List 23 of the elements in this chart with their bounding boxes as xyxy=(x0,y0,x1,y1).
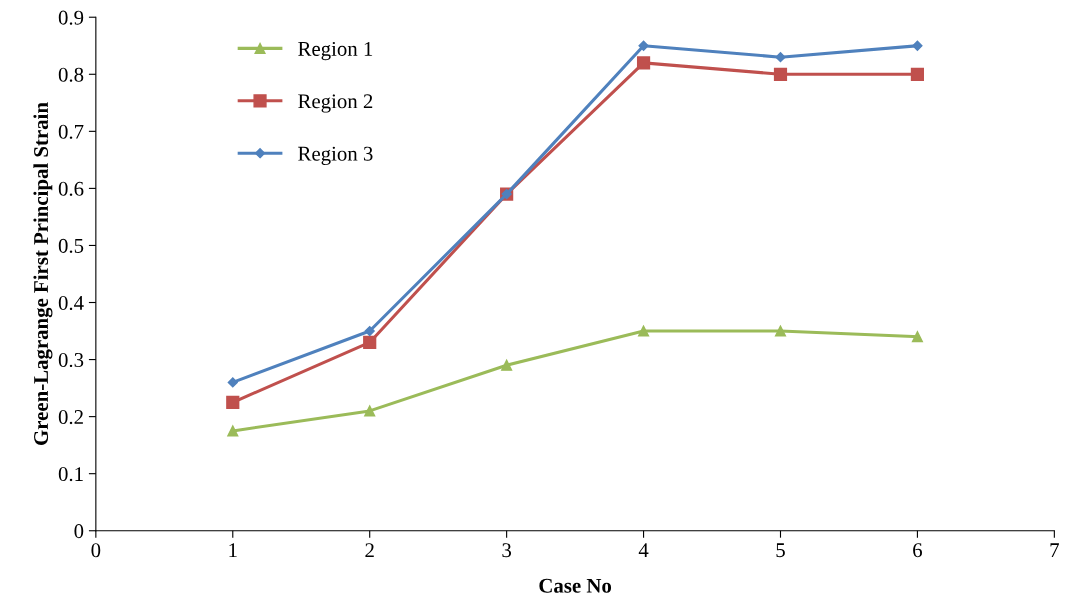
x-tick-label: 3 xyxy=(502,543,512,558)
y-tick-label: 0.1 xyxy=(58,467,83,482)
y-tick-label: 0.9 xyxy=(58,10,84,25)
legend-label: Region 2 xyxy=(298,94,373,113)
x-tick-label: 4 xyxy=(638,543,649,558)
x-tick-label: 2 xyxy=(365,543,374,558)
legend-label: Region 1 xyxy=(298,41,373,61)
y-axis-title: Green-Lagrange First Principal Strain xyxy=(33,102,53,445)
y-tick-label: 0.5 xyxy=(58,238,84,253)
x-axis-title: Case No xyxy=(539,578,612,593)
y-tick-label: 0.3 xyxy=(58,352,84,368)
y-tick-label: 0.7 xyxy=(58,124,84,139)
y-tick-label: 0.4 xyxy=(58,295,84,311)
x-tick-label: 5 xyxy=(776,543,785,558)
y-tick-label: 0 xyxy=(74,524,84,539)
y-tick-label: 0.2 xyxy=(58,410,83,425)
x-tick-label: 0 xyxy=(91,543,101,558)
x-tick-label: 6 xyxy=(913,543,923,558)
y-tick-label: 0.6 xyxy=(58,181,84,196)
y-tick-label: 0.8 xyxy=(58,67,84,82)
legend-label: Region 3 xyxy=(298,146,373,166)
x-tick-label: 1 xyxy=(229,543,237,558)
x-tick-label: 7 xyxy=(1050,543,1059,558)
